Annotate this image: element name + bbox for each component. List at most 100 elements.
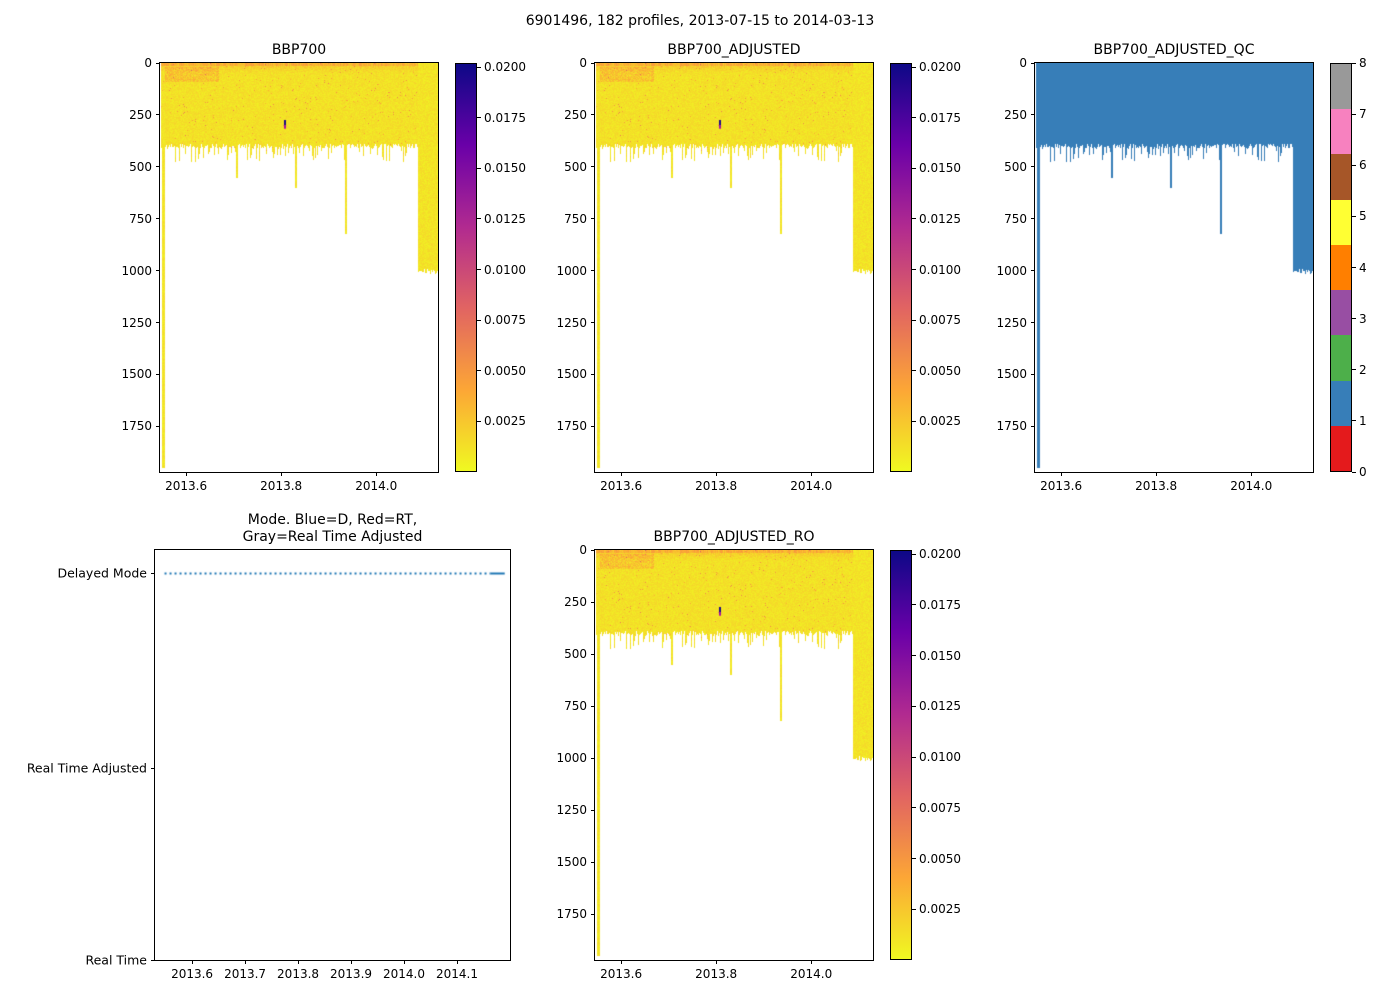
colorbar-tick-label: 0.0025 bbox=[484, 414, 526, 429]
colorbar-tick-label: 0.0175 bbox=[919, 110, 961, 125]
bbp700-adjusted-heatmap-canvas bbox=[595, 63, 873, 472]
colorbar-tick-label: 8 bbox=[1359, 56, 1367, 70]
colorbar-tick-mark bbox=[912, 807, 916, 809]
qc-colorbar-segment-3 bbox=[1331, 290, 1351, 336]
subplot-bbp700-adjusted-title: BBP700_ADJUSTED bbox=[667, 42, 801, 58]
x-tick-label: 2013.9 bbox=[330, 967, 373, 981]
y-tick-label: 750 bbox=[564, 211, 587, 226]
y-tick-label: 500 bbox=[564, 647, 587, 662]
y-tick-mark bbox=[1031, 425, 1035, 427]
colorbar-tick-label: 0.0125 bbox=[919, 699, 961, 714]
y-tick-mark bbox=[156, 114, 160, 116]
colorbar-tick-label: 0.0175 bbox=[484, 110, 526, 125]
y-tick-label: 1750 bbox=[556, 419, 587, 434]
y-tick-label: 1000 bbox=[556, 263, 587, 278]
colorbar-tick-mark bbox=[912, 756, 916, 758]
y-tick-label: 500 bbox=[1004, 159, 1027, 174]
colorbar-tick-mark bbox=[477, 218, 481, 220]
y-tick-mark bbox=[1031, 270, 1035, 272]
y-tick-label: 0 bbox=[579, 543, 587, 557]
colorbar-tick-label: 0.0100 bbox=[484, 262, 526, 277]
colorbar-tick-mark bbox=[912, 655, 916, 657]
qc-colorbar-segment-0 bbox=[1331, 425, 1351, 471]
x-tick-mark bbox=[810, 960, 812, 964]
qc-colorbar-segment-6 bbox=[1331, 154, 1351, 200]
y-tick-mark bbox=[591, 322, 595, 324]
colorbar-tick-mark bbox=[912, 117, 916, 119]
x-tick-mark bbox=[715, 960, 717, 964]
y-tick-mark bbox=[591, 601, 595, 603]
y-tick-mark bbox=[591, 705, 595, 707]
colorbar-tick-label: 0.0200 bbox=[919, 60, 961, 75]
y-tick-mark bbox=[156, 270, 160, 272]
x-tick-mark bbox=[280, 472, 282, 476]
colorbar-tick-mark bbox=[912, 705, 916, 707]
y-tick-mark bbox=[591, 549, 595, 551]
colorbar-tick-label: 0.0075 bbox=[919, 313, 961, 328]
colorbar-tick-label: 0.0125 bbox=[484, 211, 526, 226]
colorbar-tick-label: 0.0175 bbox=[919, 597, 961, 612]
y-tick-mark bbox=[156, 166, 160, 168]
y-tick-mark bbox=[1031, 166, 1035, 168]
y-tick-mark bbox=[156, 425, 160, 427]
y-tick-label: 1500 bbox=[996, 367, 1027, 382]
colorbar-tick-label: 0.0025 bbox=[919, 902, 961, 917]
colorbar-tick-label: 0.0150 bbox=[484, 161, 526, 176]
colorbar-tick-label: 0.0200 bbox=[919, 547, 961, 562]
colorbar-tick-label: 0.0050 bbox=[919, 851, 961, 866]
y-tick-label: 1500 bbox=[556, 855, 587, 870]
y-tick-label: 750 bbox=[129, 211, 152, 226]
y-tick-label: 1250 bbox=[121, 315, 152, 330]
y-tick-label: 1750 bbox=[996, 419, 1027, 434]
colorbar-tick-mark bbox=[1352, 267, 1356, 268]
x-tick-label: 2013.8 bbox=[277, 967, 320, 981]
y-tick-label: 750 bbox=[1004, 211, 1027, 226]
y-tick-label: 0 bbox=[579, 56, 587, 70]
colorbar-tick-label: 0.0050 bbox=[919, 363, 961, 378]
colorbar-tick-mark bbox=[912, 269, 916, 271]
y-tick-label: 0 bbox=[1019, 56, 1027, 70]
colorbar-tick-mark bbox=[1352, 318, 1356, 320]
x-tick-label: 2013.8 bbox=[1135, 479, 1178, 493]
colorbar-tick-label: 0.0075 bbox=[919, 800, 961, 815]
y-tick-mark bbox=[591, 913, 595, 915]
y-tick-label: 250 bbox=[564, 595, 587, 610]
x-tick-label: 2014.0 bbox=[790, 967, 833, 981]
x-tick-label: 2014.0 bbox=[383, 967, 426, 981]
y-tick-mark bbox=[591, 166, 595, 168]
y-tick-mark bbox=[591, 114, 595, 116]
y-tick-mark bbox=[591, 653, 595, 655]
bbp700-adjusted-ro-colorbar bbox=[890, 550, 912, 960]
x-tick-mark bbox=[810, 472, 812, 476]
figure-suptitle: 6901496, 182 profiles, 2013-07-15 to 201… bbox=[525, 13, 875, 29]
y-tick-label: 1750 bbox=[556, 907, 587, 922]
colorbar-tick-label: 1 bbox=[1359, 413, 1367, 428]
x-tick-label: 2013.8 bbox=[695, 967, 738, 981]
colorbar-tick-label: 0.0100 bbox=[919, 262, 961, 277]
x-tick-mark bbox=[185, 472, 187, 476]
subplot-mode-title: Mode. Blue=D, Red=RT, Gray=Real Time Adj… bbox=[243, 512, 423, 546]
y-tick-label: 500 bbox=[129, 159, 152, 174]
colorbar-tick-mark bbox=[1352, 420, 1356, 422]
colorbar-tick-mark bbox=[477, 370, 481, 372]
y-tick-mark bbox=[156, 373, 160, 375]
colorbar-tick-mark bbox=[912, 420, 916, 422]
qc-colorbar-segment-2 bbox=[1331, 335, 1351, 381]
y-tick-mark bbox=[591, 861, 595, 863]
colorbar-tick-label: 0.0050 bbox=[484, 363, 526, 378]
colorbar-tick-mark bbox=[912, 66, 916, 68]
x-tick-mark bbox=[1155, 472, 1157, 476]
colorbar-tick-label: 2 bbox=[1359, 362, 1367, 377]
colorbar-tick-mark bbox=[1352, 62, 1356, 64]
colorbar-tick-label: 7 bbox=[1359, 107, 1367, 122]
bbp700-adjusted-ro-heatmap-canvas bbox=[595, 550, 873, 960]
colorbar-tick-mark bbox=[477, 420, 481, 422]
x-tick-mark bbox=[191, 960, 193, 964]
colorbar-tick-label: 6 bbox=[1359, 158, 1367, 173]
y-tick-mark bbox=[1031, 322, 1035, 324]
mode-line-canvas bbox=[155, 550, 510, 960]
y-tick-mark bbox=[156, 322, 160, 324]
subplot-bbp700-title: BBP700 bbox=[271, 42, 327, 58]
x-tick-label: 2013.6 bbox=[171, 967, 214, 981]
